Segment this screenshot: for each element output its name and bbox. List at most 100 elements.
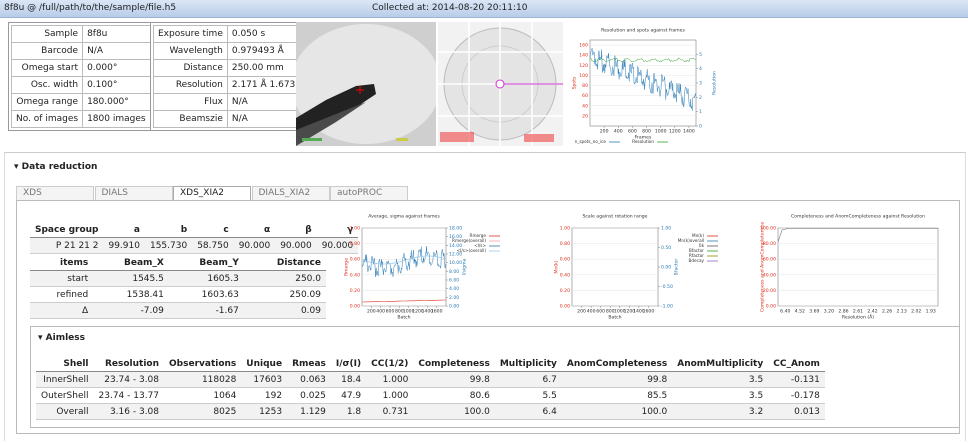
column-header: AnomMultiplicity — [672, 356, 768, 372]
cell: N/A — [83, 43, 151, 60]
cell: Distance — [154, 60, 228, 77]
plot: Average, sigma against frames0.000.200.4… — [340, 212, 540, 324]
trace — [590, 48, 696, 110]
column-header: Beam_Y — [169, 255, 244, 271]
y-tick-label: 120 — [579, 63, 588, 69]
row: P 21 21 299.910155.73058.75090.00090.000… — [30, 238, 358, 254]
y2-tick-label: 1 — [699, 109, 702, 115]
cell: 6.4 — [495, 404, 562, 420]
y-tick-label: 20 — [582, 113, 588, 119]
section-title: ▾ Data reduction — [14, 162, 97, 172]
x-tick-label: 1600 — [431, 309, 443, 315]
x-tick-label: 2.02 — [911, 309, 921, 315]
x-tick-label: 2.13 — [897, 309, 907, 315]
cell: Omega range — [12, 94, 83, 111]
cell: 3.16 - 3.08 — [94, 404, 165, 420]
cell: 1.000 — [366, 372, 413, 388]
cell: 1.000 — [366, 388, 413, 404]
x-tick-label: 3.69 — [809, 309, 819, 315]
cell: 250.09 — [244, 287, 326, 303]
y-tick-label: 0.60 — [560, 257, 570, 263]
cell: 0.09 — [244, 303, 326, 319]
x-tick-label: 1000 — [655, 129, 667, 135]
y-tick-label: 0.00 — [560, 304, 570, 310]
cell: 1538.41 — [93, 287, 169, 303]
cell: Omega start — [12, 60, 83, 77]
x-tick-label: 600 — [628, 129, 637, 135]
x-tick-label: 400 — [587, 309, 596, 315]
plot: Completeness and AnomCompleteness agains… — [752, 212, 958, 324]
cell: InnerShell — [36, 372, 94, 388]
column-header: Resolution — [94, 356, 165, 372]
x-tick-label: 200 — [577, 309, 586, 315]
column-header: Space group — [30, 222, 103, 238]
y-tick-label: 0.80 — [350, 241, 360, 247]
y2-tick-label: 8.00 — [449, 269, 459, 275]
y-axis-label: Spots — [572, 76, 578, 89]
cell: 1.8 — [331, 404, 366, 420]
row: Resolution2.171 Å 1.673 Å — [154, 77, 309, 94]
refinement-table: itemsBeam_XBeam_YDistancestart1545.51605… — [30, 255, 326, 319]
cell: Resolution — [154, 77, 228, 94]
y-tick-label: 0.80 — [560, 241, 570, 247]
column-header: I/σ(I) — [331, 356, 366, 372]
x-axis-label: Batch — [397, 315, 410, 321]
cell: 0.013 — [768, 404, 825, 420]
cell: 5.5 — [495, 388, 562, 404]
cell: refined — [30, 287, 93, 303]
cell: 17603 — [241, 372, 287, 388]
cell: 118028 — [164, 372, 241, 388]
y-axis-label: Mn(k) — [554, 260, 560, 273]
cell: 47.9 — [331, 388, 366, 404]
x-tick-label: 400 — [376, 309, 385, 315]
crystal-image — [296, 22, 436, 146]
column-header: c — [192, 222, 234, 238]
column-header: Unique — [241, 356, 287, 372]
y2-tick-label: 18.00 — [449, 226, 462, 232]
page: 8f8u @ /full/path/to/the/sample/file.h5 … — [0, 0, 968, 443]
tab[interactable]: XDS_XIA2 — [173, 186, 251, 201]
tab[interactable]: XDS — [16, 186, 94, 201]
cell: -0.131 — [768, 372, 825, 388]
legend-label: Resolution — [632, 139, 654, 144]
cell: 23.74 - 3.08 — [94, 372, 165, 388]
x-tick-label: 1200 — [669, 129, 681, 135]
x-tick-label: 1.93 — [926, 309, 936, 315]
row: BeamszieN/A — [154, 111, 309, 128]
x-tick-label: 200 — [600, 129, 609, 135]
y-tick-label: 0.40 — [560, 272, 570, 278]
tab[interactable]: autoPROC — [330, 186, 408, 201]
row: Δ-7.09-1.670.09 — [30, 303, 326, 319]
cell: Overall — [36, 404, 94, 420]
x-tick-label: 6.40 — [780, 309, 790, 315]
plot-frame — [778, 228, 938, 306]
y-tick-label: 0.40 — [350, 272, 360, 278]
y2-tick-label: 0 — [699, 124, 702, 130]
column-header: Rmeas — [287, 356, 331, 372]
sample-path: 8f8u @ /full/path/to/the/sample/file.h5 — [4, 3, 176, 13]
y2-axis-label: Bfactor — [674, 259, 680, 276]
y-tick-label: 0.60 — [350, 257, 360, 263]
sample-table-box: Sample8f8uBarcodeN/AOmega start0.000°Osc… — [8, 22, 154, 131]
y2-tick-label: 1.00 — [661, 226, 671, 232]
column-header: AnomCompleteness — [562, 356, 672, 372]
tab[interactable]: DIALS_XIA2 — [252, 186, 330, 201]
plot-title: Completeness and AnomCompleteness agains… — [791, 214, 925, 220]
trace — [778, 229, 938, 243]
column-header: Multiplicity — [495, 356, 562, 372]
cell: Barcode — [12, 43, 83, 60]
y2-tick-label: 0.00 — [449, 304, 459, 310]
tab[interactable]: DIALS — [95, 186, 173, 201]
x-tick-label: 3.20 — [824, 309, 834, 315]
y2-tick-label: 0.00 — [661, 265, 671, 271]
cell: 0.025 — [287, 388, 331, 404]
cell: Flux — [154, 94, 228, 111]
x-axis-label: Resolution (Å) — [842, 314, 874, 321]
y-tick-label: 1.00 — [350, 226, 360, 232]
